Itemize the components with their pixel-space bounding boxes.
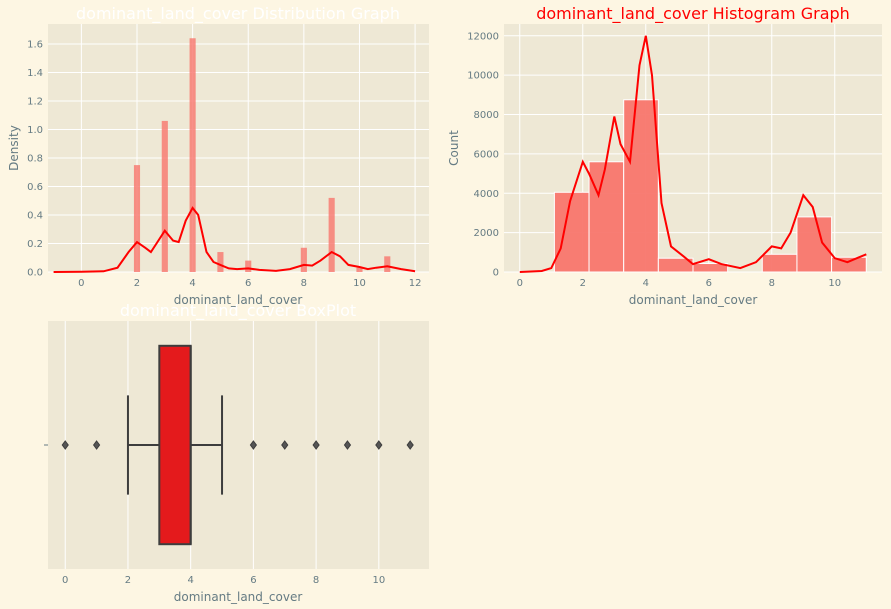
boxplot-xlabel: dominant_land_cover [174, 590, 303, 604]
y-tick-label: 0.6 [27, 182, 43, 193]
distribution-chart: 0 2 4 6 8 10 12 0.0 0.2 0.4 0.6 0.8 1.0 1.2 1.4 1.6 dom… [7, 4, 429, 307]
x-tick-label: 10 [372, 575, 385, 586]
x-tick-label: 10 [353, 278, 366, 289]
x-tick-label: 4 [643, 278, 649, 289]
x-tick-label: 0 [62, 575, 68, 586]
histogram-ylabel: Count [447, 130, 461, 166]
iqr-box [158, 344, 192, 546]
kde-line [53, 206, 416, 273]
histogram-bar [588, 161, 625, 273]
density-bar [300, 247, 307, 272]
histogram-chart: 0 2 4 6 8 10 0 2000 4000 6000 8000 10000 12000 domin… [447, 4, 882, 307]
boxplot-title: dominant_land_cover BoxPlot [120, 301, 356, 321]
outlier-point [406, 440, 414, 450]
distribution-ylabel: Density [7, 125, 21, 171]
distribution-ticks: 0 2 4 6 8 10 12 0.0 0.2 0.4 0.6 0.8 1.0 1.2 1.4 1.6 [27, 39, 421, 289]
y-tick-label: 10000 [467, 71, 499, 82]
y-tick-label: 1.4 [27, 68, 43, 79]
x-tick-label: 4 [187, 575, 193, 586]
y-tick-label: 1.0 [27, 125, 43, 136]
histogram-bar [796, 216, 833, 273]
y-tick-label: 0 [493, 268, 499, 279]
outlier-point [343, 440, 352, 450]
histogram-marks [519, 35, 867, 273]
x-tick-label: 10 [828, 278, 841, 289]
x-tick-label: 4 [189, 278, 195, 289]
distribution-marks [53, 38, 416, 273]
density-bar [356, 267, 363, 272]
x-tick-label: 12 [409, 278, 422, 289]
y-tick-label: 6000 [474, 149, 499, 160]
distribution-title: dominant_land_cover Distribution Graph [76, 4, 400, 24]
y-tick-label: 1.6 [27, 39, 43, 50]
y-tick-label: 0.8 [27, 153, 43, 164]
y-tick-label: 12000 [467, 31, 499, 42]
x-tick-label: 2 [134, 278, 140, 289]
y-tick-label: 4000 [474, 189, 499, 200]
x-tick-label: 2 [125, 575, 131, 586]
density-bar [189, 38, 196, 273]
x-tick-label: 8 [313, 575, 319, 586]
histogram-bar [553, 191, 590, 273]
distribution-xlabel: dominant_land_cover [174, 293, 303, 307]
density-bar [328, 197, 335, 272]
histogram-ticks: 0 2 4 6 8 10 0 2000 4000 6000 8000 10000 12000 [467, 31, 841, 289]
density-bar [217, 252, 224, 272]
outlier-point [312, 440, 320, 450]
outlier-point [249, 440, 258, 450]
y-tick-label: 8000 [474, 110, 499, 121]
y-tick-label: 0.0 [27, 268, 43, 279]
kde-line [519, 35, 867, 273]
histogram-bar [761, 253, 798, 273]
histogram-bar [692, 263, 729, 273]
x-tick-label: 8 [301, 278, 307, 289]
boxplot-plot-area [48, 321, 429, 569]
x-tick-label: 2 [580, 278, 586, 289]
x-tick-label: 0 [517, 278, 523, 289]
outlier-point [92, 440, 101, 450]
x-tick-label: 6 [706, 278, 712, 289]
boxplot-marks [61, 344, 414, 546]
boxplot-chart: 0 2 4 6 8 10 dominant_land_cover BoxPlot domi… [44, 301, 429, 604]
x-tick-label: 6 [250, 575, 256, 586]
density-bar [245, 260, 252, 272]
y-tick-label: 0.4 [27, 210, 43, 221]
histogram-bar [623, 99, 659, 273]
histogram-title: dominant_land_cover Histogram Graph [536, 4, 850, 24]
outlier-point [375, 440, 383, 450]
histogram-xlabel: dominant_land_cover [629, 293, 758, 307]
density-bar [161, 120, 168, 272]
x-tick-label: 8 [769, 278, 775, 289]
x-tick-label: 0 [78, 278, 84, 289]
y-tick-label: 2000 [474, 228, 499, 239]
density-bar [384, 256, 391, 272]
distribution-plot-area [48, 24, 429, 272]
distribution-grid [48, 24, 429, 273]
density-bar [133, 165, 141, 272]
x-tick-label: 6 [245, 278, 251, 289]
outlier-point [61, 440, 69, 450]
y-tick-label: 1.2 [27, 96, 43, 107]
boxplot-ticks: 0 2 4 6 8 10 [44, 444, 385, 586]
y-tick-label: 0.2 [27, 239, 43, 250]
outlier-point [281, 440, 289, 450]
